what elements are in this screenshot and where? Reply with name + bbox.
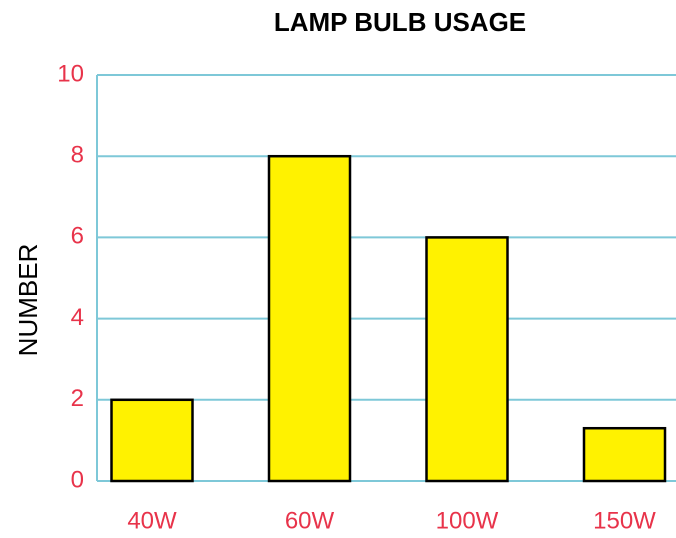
x-tick-label: 40W (127, 507, 177, 534)
y-tick-label: 8 (71, 142, 84, 169)
bar (582, 426, 667, 483)
y-tick-label: 6 (71, 223, 84, 250)
bar (267, 154, 352, 483)
y-tick-label: 0 (71, 466, 84, 493)
x-tick-label: 150W (593, 507, 656, 534)
y-tick-label: 10 (57, 60, 84, 87)
y-tick-label: 4 (71, 304, 84, 331)
y-axis-label: NUMBER (13, 244, 43, 357)
x-tick-label: 100W (436, 507, 499, 534)
chart-title: LAMP BULB USAGE (274, 7, 526, 37)
y-tick-label: 2 (71, 385, 84, 412)
bar (110, 398, 194, 483)
bar (425, 236, 509, 483)
x-tick-label: 60W (285, 507, 335, 534)
